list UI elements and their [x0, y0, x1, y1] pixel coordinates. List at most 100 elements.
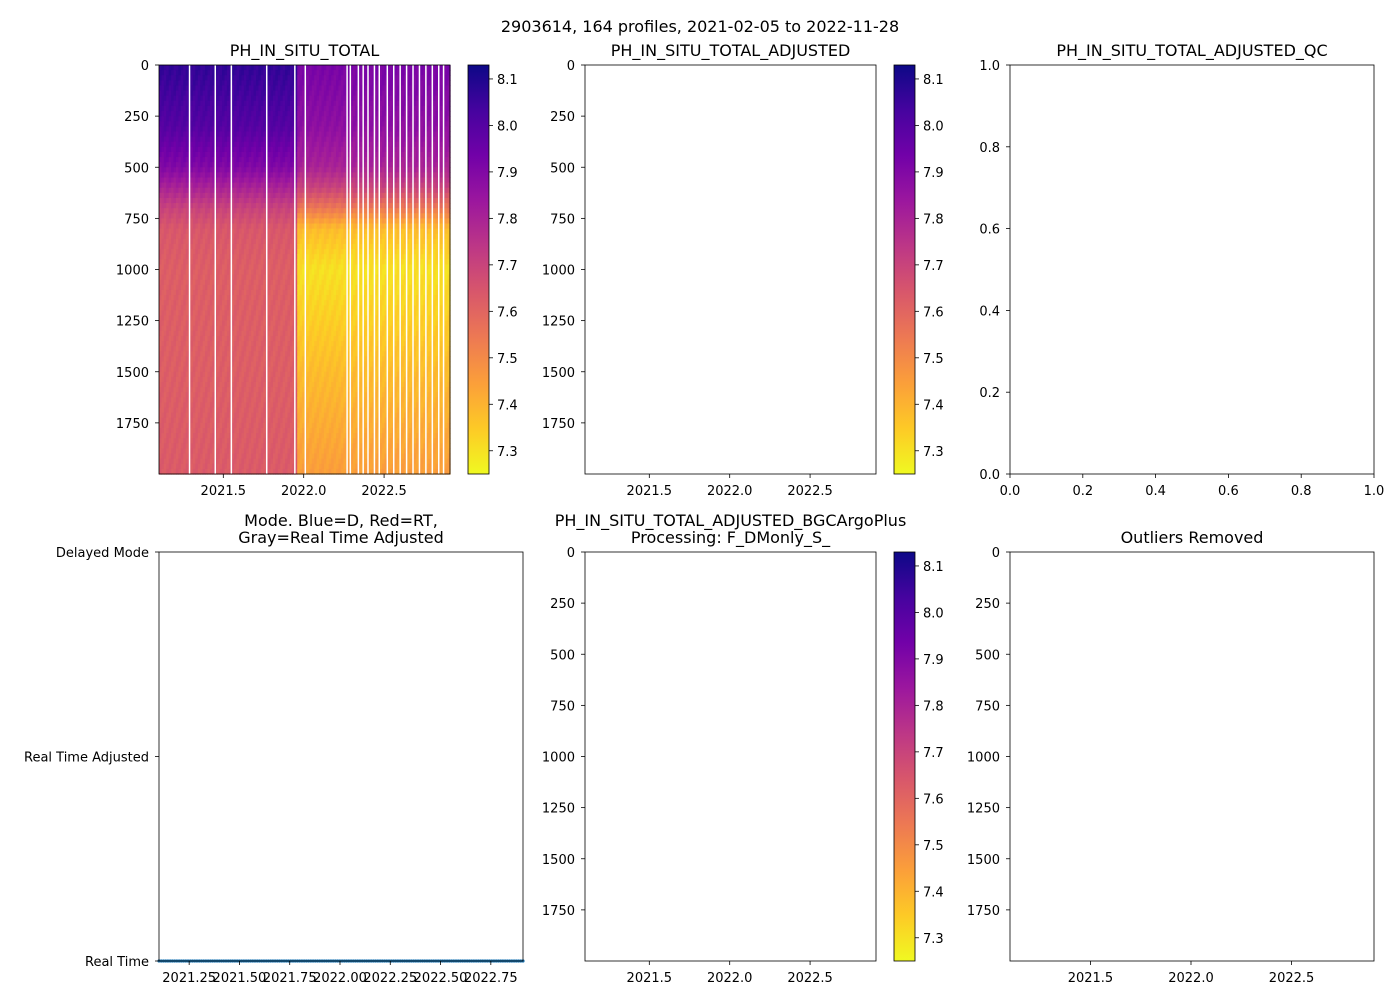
heatmap-cell [263, 151, 267, 158]
heatmap-cell [239, 85, 243, 92]
heatmap-cell [306, 387, 310, 393]
heatmap-cell [202, 427, 206, 434]
heatmap-cell [178, 243, 182, 250]
heatmap-cell [217, 80, 221, 87]
heatmap-cell [263, 172, 267, 179]
heatmap-cell [306, 376, 310, 383]
heatmap-cell [200, 121, 204, 127]
heatmap-cell [277, 259, 281, 265]
heatmap-cell [270, 167, 274, 173]
heatmap-cell [297, 300, 301, 306]
heatmap-cell [292, 448, 296, 455]
heatmap-cell [258, 356, 262, 363]
heatmap-cell [294, 315, 298, 322]
heatmap-cell [275, 295, 279, 301]
heatmap-cell [289, 111, 293, 117]
heatmap-cell [168, 305, 172, 311]
heatmap-cell [166, 131, 170, 138]
heatmap-cell [253, 259, 257, 265]
heatmap-cell [306, 366, 310, 373]
heatmap-cell [246, 330, 250, 337]
heatmap-cell [231, 387, 235, 393]
heatmap-cell [253, 397, 257, 404]
heatmap-cell [260, 448, 264, 455]
heatmap-cell [246, 264, 250, 271]
heatmap-cell [253, 361, 257, 368]
heatmap-cell [302, 274, 306, 281]
heatmap-cell [239, 376, 243, 383]
heatmap-cell [231, 300, 235, 306]
heatmap-cell [180, 468, 184, 475]
heatmap-cell [192, 351, 196, 358]
heatmap-cell [289, 366, 293, 373]
heatmap-cell [159, 422, 163, 429]
heatmap-cell [166, 392, 170, 398]
heatmap-cell [297, 284, 301, 291]
heatmap-cell [306, 315, 310, 322]
heatmap-cell [161, 371, 165, 378]
heatmap-cell [180, 320, 184, 327]
heatmap-cell [277, 412, 281, 419]
heatmap-cell [178, 121, 182, 127]
heatmap-cell [294, 305, 298, 311]
heatmap-cell [297, 192, 301, 199]
heatmap-cell [185, 325, 189, 332]
heatmap-cell [251, 259, 255, 265]
heatmap-cell [226, 192, 230, 199]
heatmap-cell [277, 361, 281, 368]
heatmap-cell [253, 243, 257, 250]
heatmap-cell [263, 274, 267, 281]
heatmap-cell [173, 356, 177, 363]
heatmap-cell [256, 325, 260, 332]
heatmap-cell [175, 121, 179, 127]
heatmap-cell [285, 208, 289, 214]
heatmap-cell [217, 131, 221, 138]
heatmap-cell [159, 427, 163, 434]
heatmap-cell [302, 105, 306, 112]
heatmap-cell [282, 412, 286, 419]
heatmap-cell [272, 141, 276, 148]
heatmap-cell [222, 126, 226, 133]
heatmap-cell [260, 371, 264, 378]
heatmap-cell [246, 269, 250, 276]
heatmap-cell [175, 371, 179, 378]
heatmap-cell [268, 70, 272, 76]
heatmap-cell [297, 208, 301, 214]
heatmap-cell [178, 233, 182, 240]
heatmap-cell [226, 157, 230, 163]
heatmap-cell [239, 157, 243, 163]
heatmap-cell [163, 70, 167, 76]
heatmap-cell [205, 172, 209, 179]
heatmap-cell [243, 315, 247, 322]
heatmap-cell [268, 208, 272, 214]
heatmap-cell [202, 197, 206, 204]
heatmap-cell [226, 397, 230, 404]
heatmap-cell [280, 366, 284, 373]
heatmap-cell [241, 243, 245, 250]
heatmap-cell [231, 453, 235, 460]
heatmap-cell [277, 111, 281, 117]
heatmap-cell [173, 162, 177, 168]
heatmap-cell [190, 295, 194, 301]
heatmap-cell [222, 351, 226, 358]
heatmap-cell [239, 341, 243, 347]
heatmap-cell [209, 417, 213, 424]
heatmap-cell [224, 192, 228, 199]
heatmap-cell [180, 453, 184, 460]
heatmap-cell [251, 167, 255, 173]
heatmap-cell [217, 105, 221, 112]
heatmap-cell [292, 433, 296, 439]
heatmap-cell [226, 100, 230, 107]
heatmap-cell [289, 269, 293, 276]
heatmap-cell [226, 70, 230, 76]
heatmap-cell [289, 182, 293, 189]
heatmap-cell [297, 310, 301, 317]
heatmap-cell [253, 238, 257, 245]
heatmap-cell [275, 254, 279, 260]
heatmap-cell [163, 366, 167, 373]
heatmap-cell [299, 381, 303, 388]
heatmap-cell [246, 80, 250, 87]
heatmap-cell [236, 310, 240, 317]
heatmap-cell [243, 392, 247, 398]
heatmap-cell [275, 443, 279, 450]
